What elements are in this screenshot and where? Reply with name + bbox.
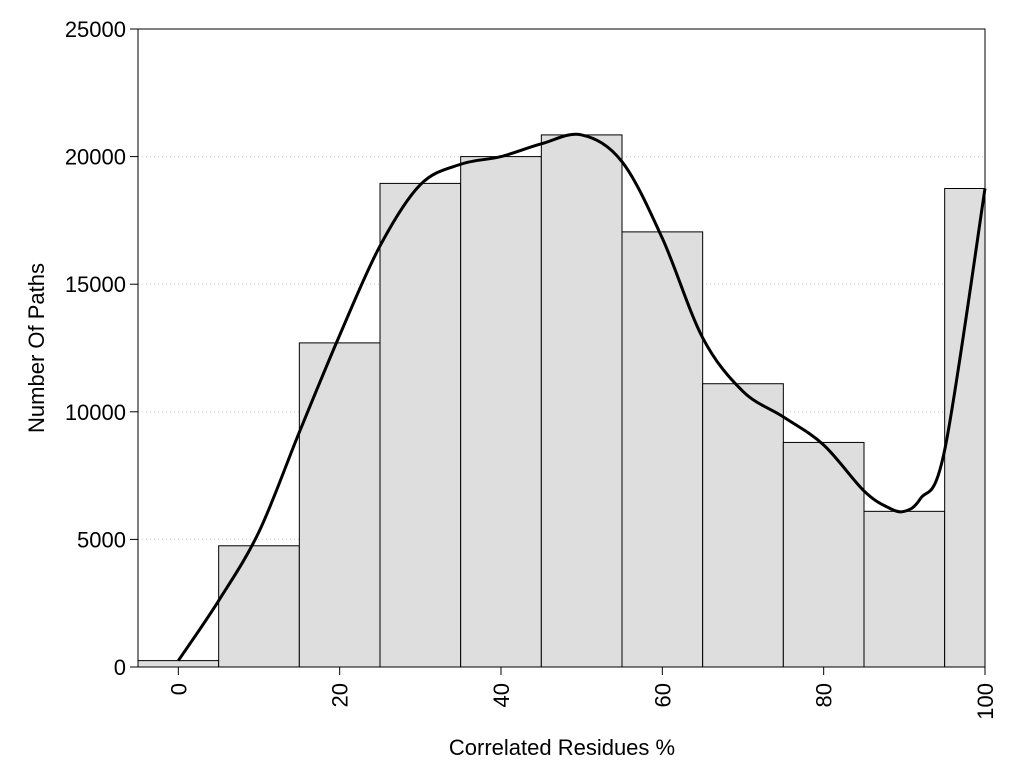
x-axis-ticks: 0 20 40 60 80 100	[166, 667, 998, 720]
plot-frame	[137, 28, 986, 668]
histogram-bar	[621, 231, 704, 668]
y-axis-ticks: 0 5000 10000 15000 20000 25000	[65, 17, 138, 680]
y-tick-label: 20000	[65, 145, 126, 170]
x-axis-label: Correlated Residues %	[448, 735, 676, 760]
density-curve-group	[177, 132, 987, 662]
x-tick-label: 80	[812, 683, 837, 707]
histogram-bar	[782, 441, 865, 668]
x-tick-label: 60	[650, 683, 675, 707]
bars	[137, 134, 986, 668]
y-tick-label: 5000	[77, 527, 126, 552]
histogram-bar	[944, 188, 986, 668]
histogram-bar	[702, 383, 784, 668]
y-axis-label: Number Of Paths	[24, 263, 49, 433]
histogram-bar	[298, 342, 381, 668]
density-curve	[177, 132, 987, 662]
x-tick-label: 20	[328, 683, 353, 707]
x-tick-label: 100	[973, 683, 998, 720]
histogram-bar	[863, 510, 946, 668]
x-tick-label: 0	[166, 683, 191, 695]
y-tick-label: 25000	[65, 17, 126, 42]
histogram-bar	[218, 545, 300, 668]
y-tick-label: 10000	[65, 400, 126, 425]
histogram-bar	[460, 156, 542, 668]
y-tick-label: 15000	[65, 272, 126, 297]
histogram-bar	[540, 134, 623, 668]
y-tick-label: 0	[114, 655, 126, 680]
histogram-bar	[137, 660, 220, 668]
histogram-bar	[379, 182, 462, 668]
x-tick-label: 40	[489, 683, 514, 707]
